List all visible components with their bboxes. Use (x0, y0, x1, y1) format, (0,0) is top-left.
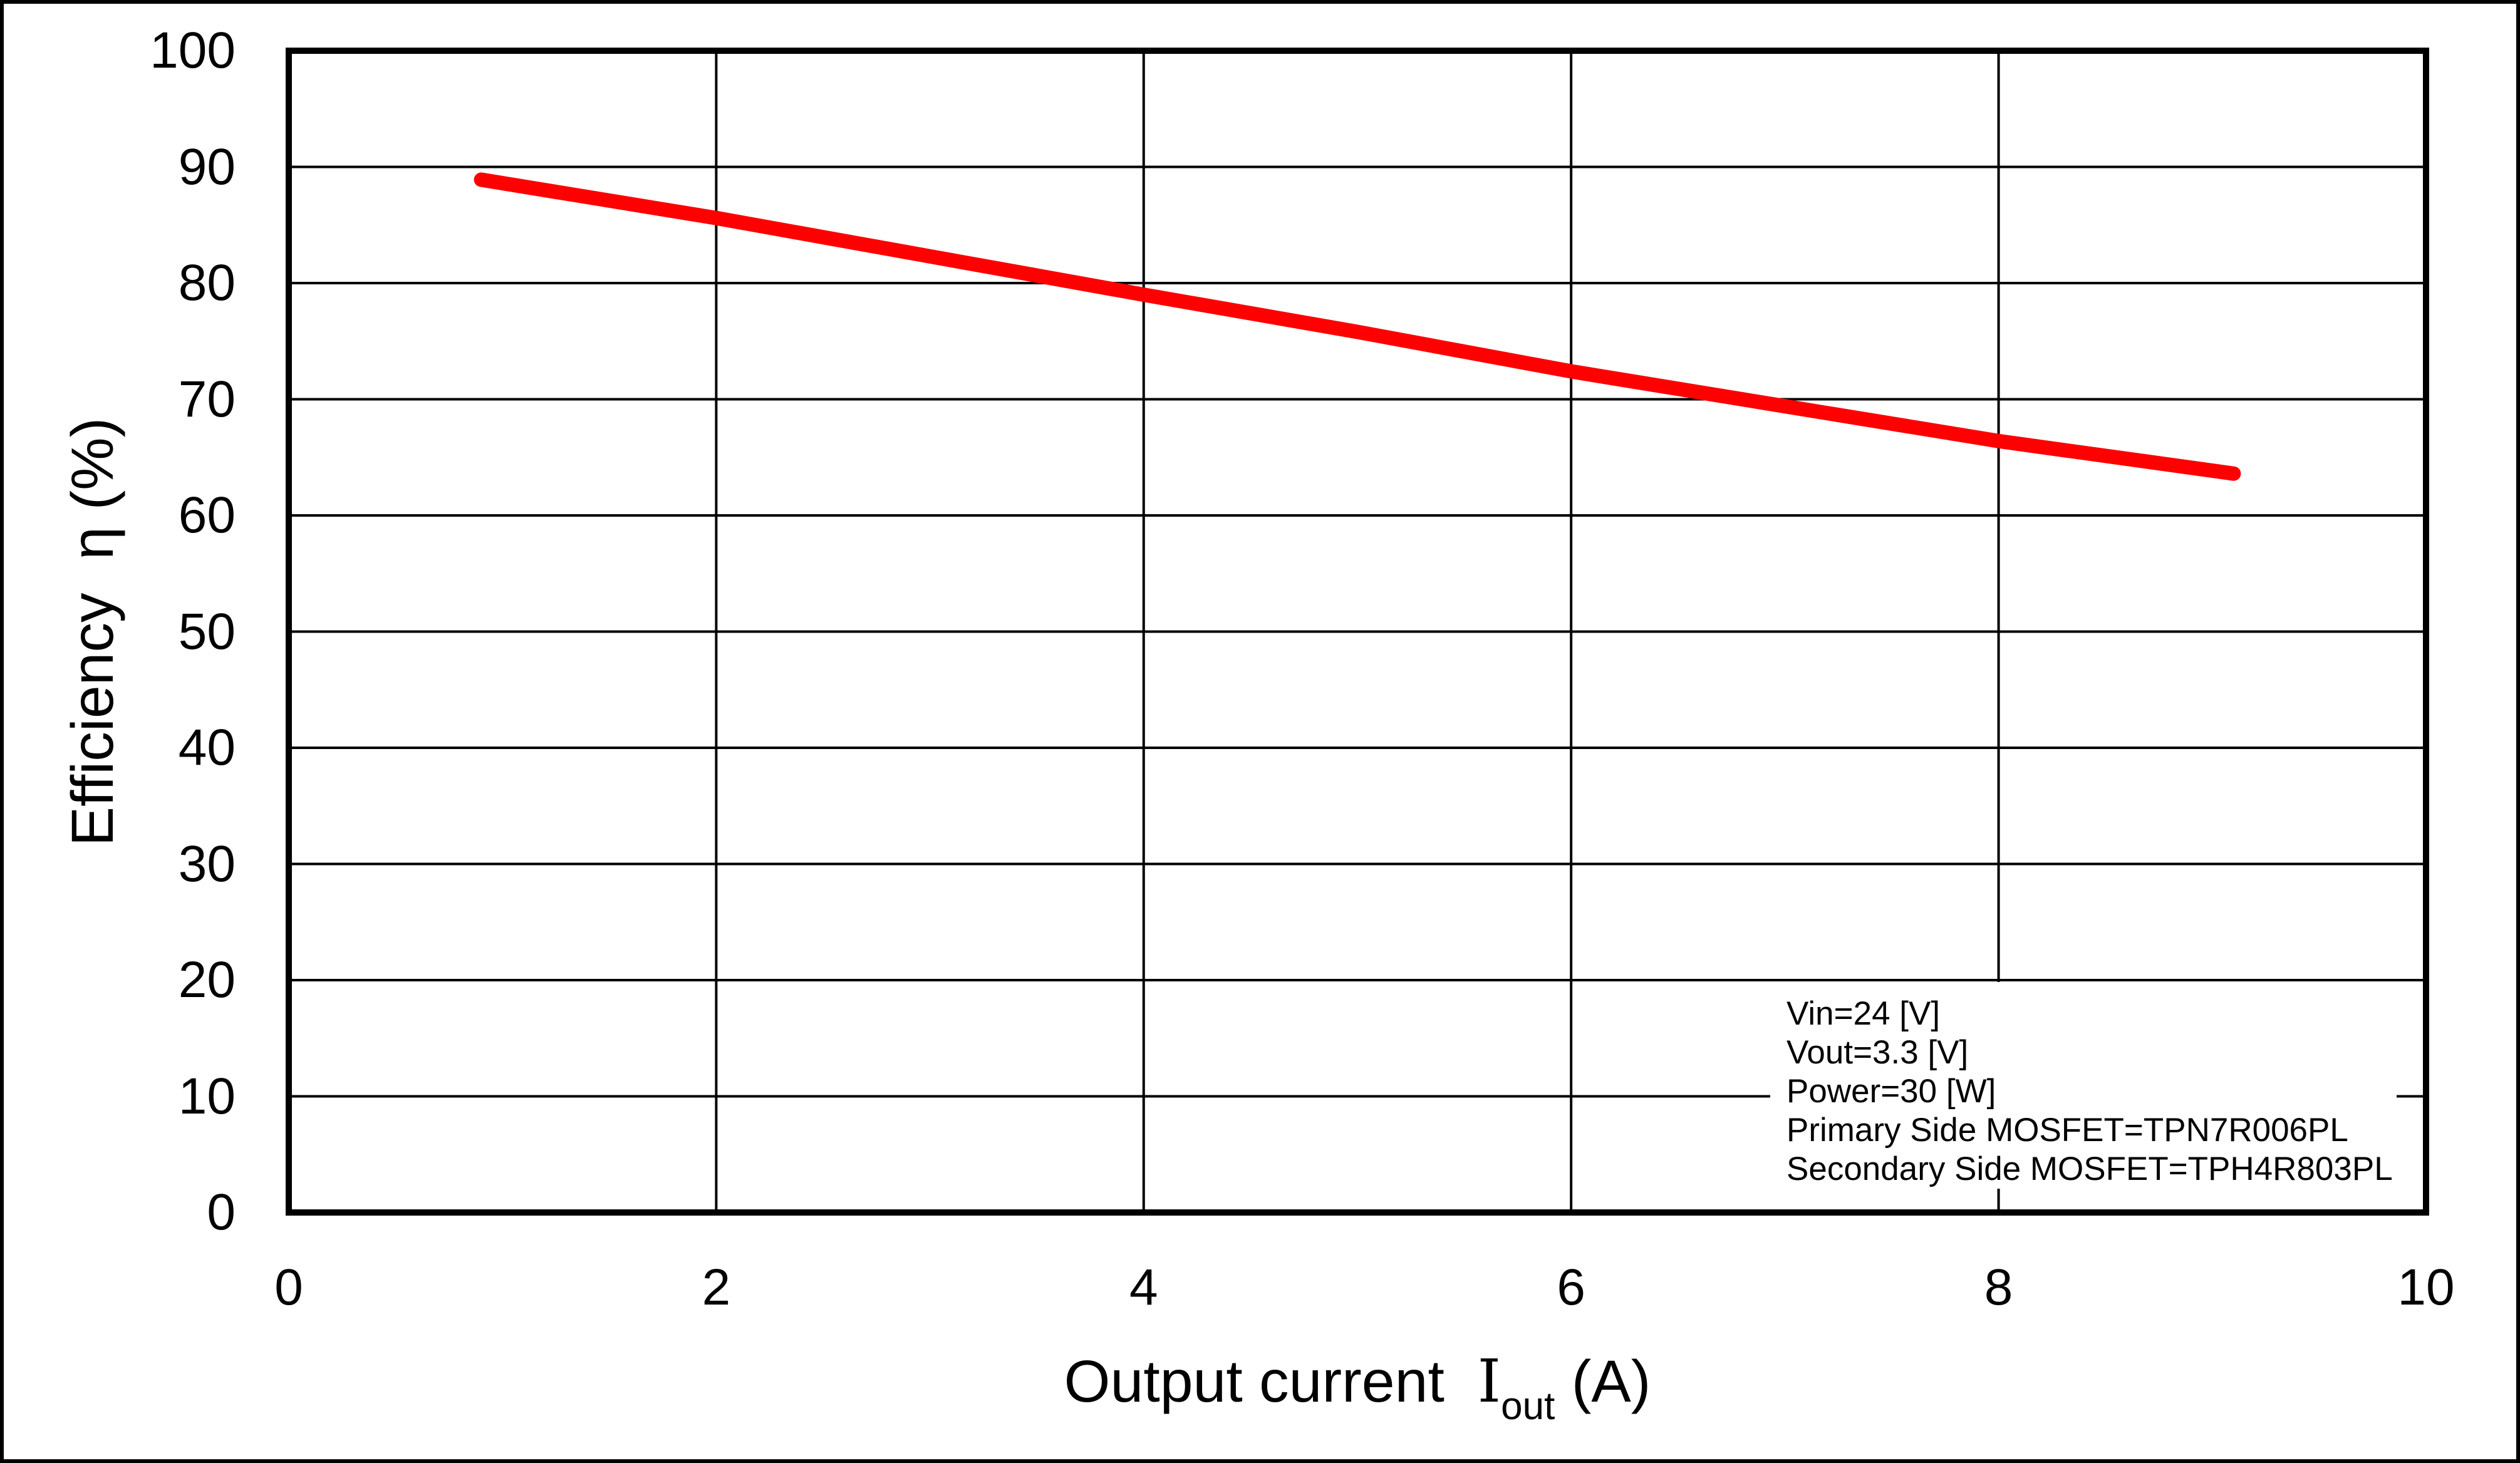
x-tick-label: 2 (702, 1259, 731, 1316)
y-tick-label: 30 (178, 835, 236, 892)
y-tick-label: 50 (178, 602, 236, 660)
x-axis-title-subscript: out (1501, 1385, 1555, 1428)
annotation-line: Vin=24 [V] (1786, 995, 1941, 1032)
y-tick-label: 70 (178, 370, 236, 428)
y-tick-label: 60 (178, 487, 236, 544)
y-tick-label: 20 (178, 951, 236, 1008)
annotation-line: Vout=3.3 [V] (1786, 1034, 1969, 1071)
gridlines (289, 51, 2426, 1212)
annotation-line: Primary Side MOSFET=TPN7R006PL (1786, 1112, 2348, 1149)
plot-frame (286, 48, 2429, 1216)
y-axis-title: Efficiency η (%) (60, 417, 126, 847)
x-axis-title-prefix: Output current (1064, 1348, 1478, 1415)
y-tick-label: 90 (178, 138, 236, 195)
x-axis-title-symbol: I (1477, 1347, 1501, 1416)
x-axis-title: Output current Iout (A) (856, 1338, 1859, 1428)
y-tick-label: 10 (178, 1067, 236, 1125)
annotation-box: Vin=24 [V] Vout=3.3 [V] Power=30 [W] Primar… (1770, 982, 2397, 1189)
x-tick-label: 6 (1557, 1259, 1585, 1316)
x-tick-label: 0 (274, 1259, 303, 1316)
annotation-line: Secondary Side MOSFET=TPH4R803PL (1786, 1150, 2393, 1187)
x-tick-label: 4 (1129, 1259, 1158, 1316)
x-tick-label: 10 (2397, 1259, 2455, 1316)
plot-area (286, 48, 2429, 1216)
x-tick-label: 8 (1984, 1259, 2013, 1316)
efficiency-curve (474, 172, 2241, 481)
y-tick-label: 0 (207, 1184, 236, 1241)
y-tick-label: 40 (178, 719, 236, 776)
x-axis-title-suffix: (A) (1555, 1348, 1651, 1415)
y-tick-label: 100 (150, 22, 236, 79)
annotation-line: Power=30 [W] (1786, 1073, 1996, 1110)
y-tick-label: 80 (178, 254, 236, 311)
